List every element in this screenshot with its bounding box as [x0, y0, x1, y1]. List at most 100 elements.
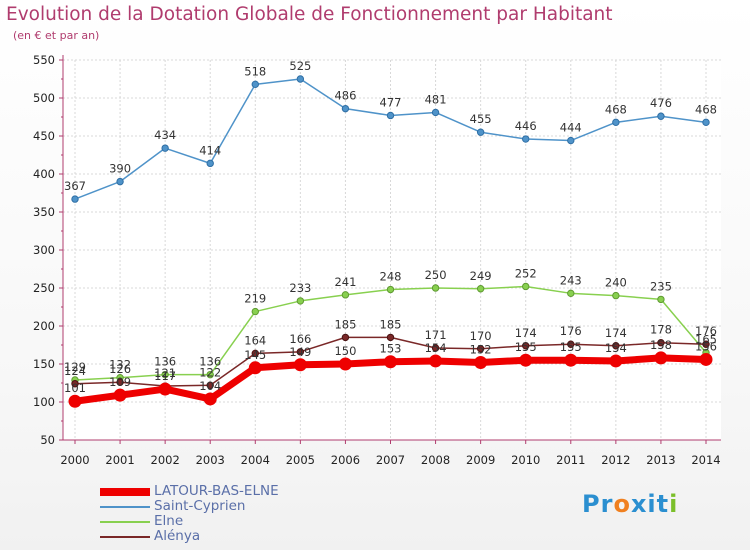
data-label: 476: [650, 96, 672, 110]
chart-subtitle: (en € et par an): [13, 29, 100, 42]
data-label: 248: [380, 270, 402, 284]
logo-letter: r: [600, 490, 614, 518]
data-label: 455: [470, 112, 492, 126]
x-tick-label: 2001: [105, 453, 134, 467]
x-tick-label: 2003: [196, 453, 225, 467]
legend-item: LATOUR-BAS-ELNE: [100, 483, 360, 499]
data-label: 174: [605, 326, 627, 340]
y-tick-label: 150: [33, 357, 55, 371]
data-label: 178: [650, 323, 672, 337]
data-point: [567, 289, 575, 298]
data-label: 219: [244, 292, 266, 306]
data-label: 170: [470, 329, 492, 343]
data-point: [612, 342, 620, 350]
data-label: 145: [244, 348, 266, 362]
data-label: 243: [560, 273, 582, 287]
data-point: [68, 394, 82, 408]
logo-letter: x: [630, 490, 648, 518]
data-point: [296, 297, 305, 305]
legend-label: Elne: [154, 513, 184, 529]
x-tick-label: 2014: [691, 453, 720, 467]
legend-label: Alénya: [154, 528, 201, 544]
y-tick-label: 350: [33, 205, 55, 219]
data-label: 153: [380, 342, 402, 356]
logo-letter: P: [582, 490, 601, 518]
x-tick-label: 2013: [646, 453, 675, 467]
x-tick-label: 2004: [241, 453, 270, 467]
data-label: 129: [64, 360, 86, 374]
data-point: [158, 382, 172, 396]
legend-swatch: [100, 521, 150, 523]
proxiti-logo: Proxiti: [582, 490, 678, 518]
x-tick-label: 2002: [151, 453, 180, 467]
data-label: 156: [695, 339, 717, 353]
data-label: 481: [425, 92, 447, 106]
data-label: 446: [515, 119, 537, 133]
data-label: 154: [425, 341, 447, 355]
legend-swatch: [100, 488, 150, 496]
data-point: [567, 136, 575, 145]
logo-letter: o: [613, 490, 631, 518]
y-tick-label: 500: [33, 91, 55, 105]
x-tick-label: 2007: [376, 453, 405, 467]
data-label: 101: [64, 381, 86, 395]
data-label: 124: [64, 364, 86, 378]
series-latour-bas-elne: [68, 351, 713, 408]
data-point: [612, 118, 620, 127]
data-point: [431, 108, 440, 117]
data-point: [522, 342, 530, 350]
data-label: 155: [515, 340, 537, 354]
x-tick-label: 2009: [466, 453, 495, 467]
data-label: 390: [109, 162, 131, 176]
data-point: [386, 285, 395, 294]
data-label: 176: [695, 324, 717, 338]
data-label: 117: [154, 369, 176, 383]
data-point: [203, 392, 217, 406]
data-point: [429, 354, 443, 368]
data-label: 149: [289, 345, 311, 359]
data-point: [338, 357, 352, 371]
y-tick-label: 250: [33, 281, 55, 295]
data-label: 158: [650, 338, 672, 352]
y-tick-label: 450: [33, 129, 55, 143]
data-point: [476, 345, 485, 353]
data-point: [206, 381, 214, 389]
data-label: 468: [605, 102, 627, 116]
data-label: 525: [289, 59, 311, 73]
data-label: 414: [199, 143, 221, 157]
data-label: 241: [334, 275, 356, 289]
data-point: [654, 351, 668, 365]
data-label: 367: [64, 179, 86, 193]
data-label: 165: [695, 333, 717, 347]
x-tick-label: 2008: [421, 453, 450, 467]
data-point: [161, 144, 169, 152]
logo-letter: t: [656, 490, 670, 518]
data-label: 518: [244, 64, 266, 78]
data-label: 171: [425, 328, 447, 342]
x-tick-label: 2006: [331, 453, 360, 467]
data-point: [251, 307, 259, 316]
data-label: 444: [560, 121, 582, 135]
legend-label: LATOUR-BAS-ELNE: [154, 483, 279, 499]
data-label: 154: [605, 341, 627, 355]
data-point: [341, 104, 350, 113]
data-label: 121: [154, 366, 176, 380]
data-point: [206, 159, 214, 168]
data-label: 185: [380, 317, 402, 331]
logo-letter: i: [669, 490, 679, 518]
data-point: [161, 370, 169, 379]
data-point: [341, 291, 350, 299]
data-label: 122: [199, 365, 221, 379]
legend-item: Alénya: [100, 528, 360, 544]
data-point: [699, 352, 713, 366]
x-tick-label: 2010: [511, 453, 540, 467]
y-tick-label: 400: [33, 167, 55, 181]
y-tick-label: 50: [40, 433, 55, 447]
chart-legend: LATOUR-BAS-ELNE Saint-Cyprien Elne Alénya: [100, 483, 360, 544]
data-label: 252: [515, 266, 537, 280]
data-point: [657, 339, 665, 347]
data-label: 477: [380, 95, 402, 109]
data-point: [522, 282, 530, 291]
data-label: 185: [334, 317, 356, 331]
